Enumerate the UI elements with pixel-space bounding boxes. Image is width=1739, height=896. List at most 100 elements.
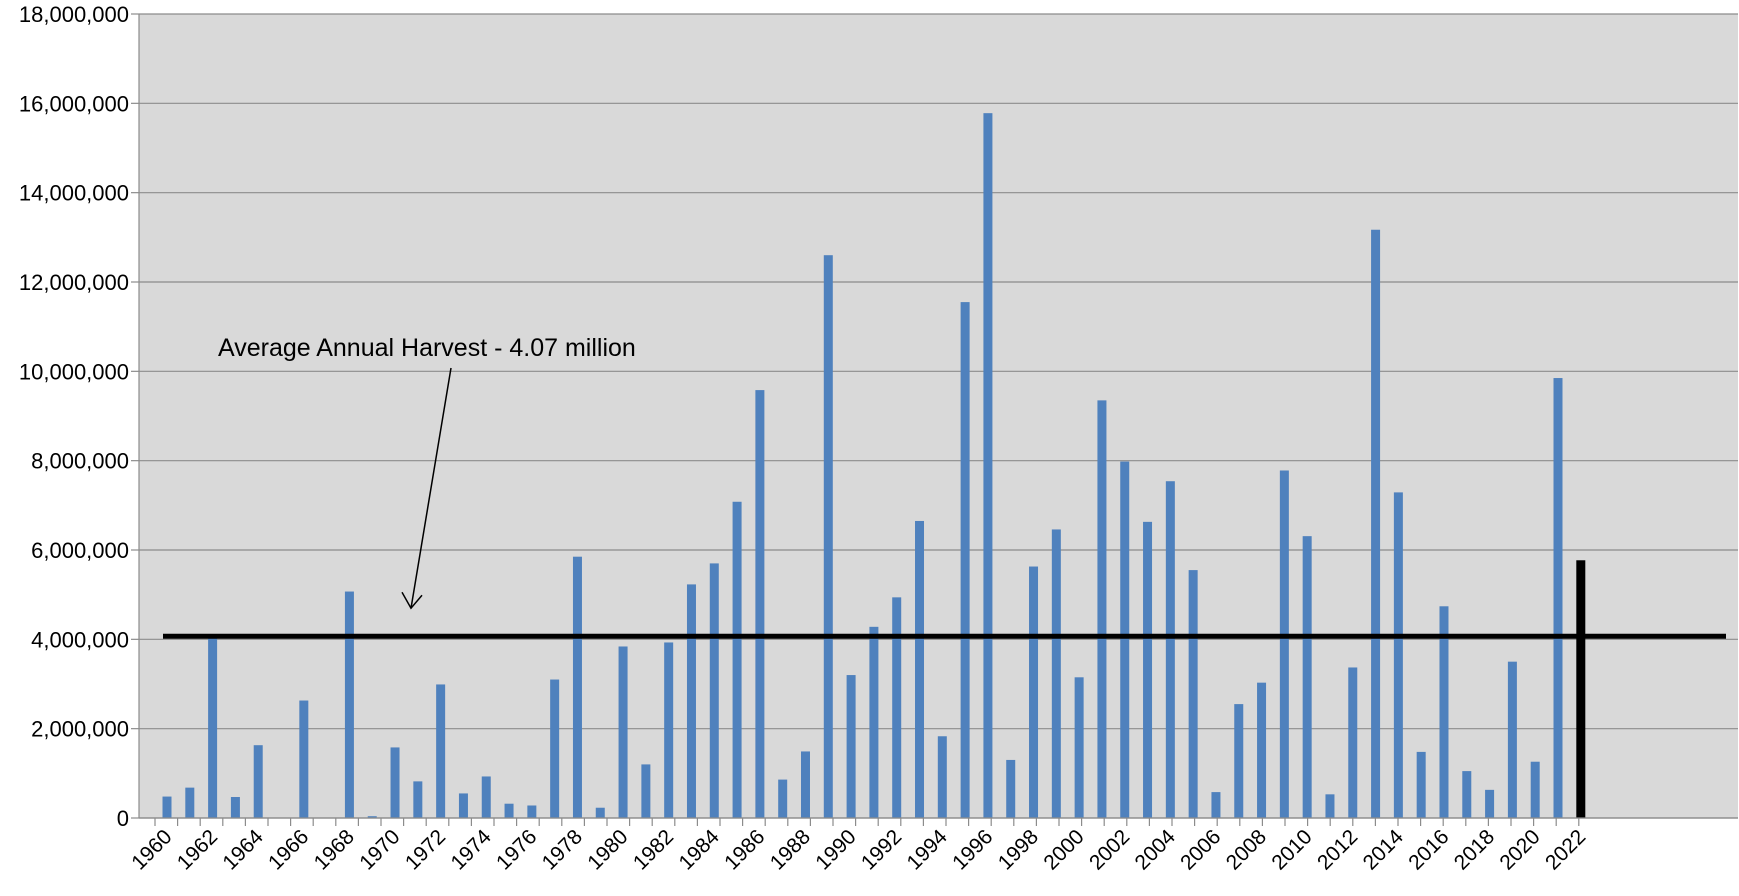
x-tick-label: 2000 [1039, 825, 1088, 874]
y-tick-label: 0 [117, 806, 129, 831]
bar-2014 [1393, 492, 1403, 818]
x-tick-label: 1980 [583, 825, 632, 874]
bar-2006 [1211, 792, 1221, 818]
x-tick-label: 2008 [1222, 825, 1271, 874]
bar-1973 [458, 793, 468, 818]
x-tick-label: 2002 [1085, 825, 1134, 874]
average-annotation-label: Average Annual Harvest - 4.07 million [218, 334, 636, 362]
x-tick-label: 1990 [811, 825, 860, 874]
bar-1979 [595, 807, 605, 818]
bar-2004 [1165, 481, 1175, 818]
arrow-head [401, 591, 423, 610]
bar-1994 [937, 736, 947, 818]
y-tick-label: 8,000,000 [31, 449, 129, 474]
bar-1975 [504, 803, 514, 818]
bar-1971 [413, 781, 423, 818]
bar-2011 [1325, 794, 1335, 818]
x-tick-label: 1970 [355, 825, 404, 874]
bar-2019 [1507, 661, 1517, 818]
bar-1970 [390, 747, 400, 818]
y-axis: 0 2,000,000 4,000,000 6,000,000 8,000,000 10,… [19, 2, 140, 831]
x-tick-label: 1996 [948, 825, 997, 874]
x-tick-label: 1968 [310, 825, 359, 874]
x-tick-label: 2020 [1495, 825, 1544, 874]
y-tick-label: 16,000,000 [19, 91, 129, 116]
bar-2017 [1462, 771, 1472, 818]
x-tick-label: 2014 [1359, 825, 1409, 875]
y-tick-label: 4,000,000 [31, 627, 129, 652]
bar-1964 [253, 745, 263, 818]
x-tick-label: 1964 [218, 825, 268, 875]
bar-1996 [983, 113, 993, 818]
bar-1976 [527, 805, 537, 818]
bar-1986 [755, 390, 765, 818]
bar-2007 [1234, 704, 1244, 818]
bar-1968 [344, 591, 354, 818]
bar-2020 [1530, 761, 1540, 818]
bar-2021 [1553, 378, 1563, 818]
x-tick-label: 2006 [1176, 825, 1225, 874]
x-tick-label: 1978 [538, 825, 587, 874]
y-tick-label: 6,000,000 [31, 538, 129, 563]
x-tick-label: 2022 [1541, 825, 1590, 874]
x-tick-label: 2004 [1131, 825, 1181, 875]
bar-1966 [299, 700, 309, 818]
x-tick-label: 1972 [401, 825, 450, 874]
bar-1999 [1051, 529, 1061, 818]
bar-2000 [1074, 677, 1084, 818]
bar-1989 [823, 255, 833, 818]
bar-1982 [664, 642, 674, 818]
bar-2008 [1257, 682, 1267, 818]
x-axis: 1960196219641966196819701972197419761978… [127, 817, 1738, 875]
x-tick-label: 1984 [675, 825, 725, 875]
x-tick-label: 1992 [857, 825, 906, 874]
x-tick-label: 1960 [127, 825, 176, 874]
x-tick-label: 1986 [720, 825, 769, 874]
bar-2010 [1302, 536, 1312, 818]
x-tick-label: 2012 [1313, 825, 1362, 874]
y-tick-label: 14,000,000 [19, 181, 129, 206]
bar-1974 [481, 776, 491, 818]
y-tick-label: 10,000,000 [19, 359, 129, 384]
bar-1961 [185, 787, 195, 818]
bar-1983 [686, 584, 696, 818]
bar-2016 [1439, 606, 1449, 818]
bar-1963 [230, 797, 240, 818]
x-tick-label: 1998 [994, 825, 1043, 874]
bar-1985 [732, 501, 742, 818]
y-tick-label: 18,000,000 [19, 2, 129, 27]
bar-1998 [1029, 566, 1039, 818]
bar-1978 [572, 556, 582, 818]
bar-2005 [1188, 570, 1198, 818]
bar-2001 [1097, 400, 1107, 818]
bar-2002 [1120, 461, 1130, 818]
bar-1995 [960, 302, 970, 819]
bar-2003 [1143, 521, 1153, 818]
y-tick-label: 2,000,000 [31, 717, 129, 742]
bar-series [162, 113, 1586, 819]
bar-1981 [641, 764, 651, 818]
bar-2013 [1371, 229, 1381, 819]
bar-2009 [1279, 470, 1289, 818]
x-tick-label: 1966 [264, 825, 313, 874]
bar-1977 [550, 679, 560, 818]
bar-1993 [915, 520, 925, 818]
arrow-shaft [410, 367, 452, 609]
bar-1991 [869, 626, 879, 818]
x-tick-label: 1982 [629, 825, 678, 874]
bar-1987 [778, 779, 788, 818]
bar-2015 [1416, 751, 1426, 818]
bar-2012 [1348, 667, 1358, 818]
x-tick-label: 1988 [766, 825, 815, 874]
bar-1969 [367, 816, 377, 818]
bar-1992 [892, 597, 902, 818]
x-tick-label: 1962 [173, 825, 222, 874]
bar-1997 [1006, 759, 1016, 818]
x-tick-label: 2016 [1404, 825, 1453, 874]
x-tick-label: 1974 [446, 825, 496, 875]
gridlines [139, 13, 1738, 819]
bar-1960 [162, 796, 172, 818]
x-tick-label: 2010 [1267, 825, 1316, 874]
y-tick-label: 12,000,000 [19, 270, 129, 295]
x-tick-label: 1994 [903, 825, 953, 875]
